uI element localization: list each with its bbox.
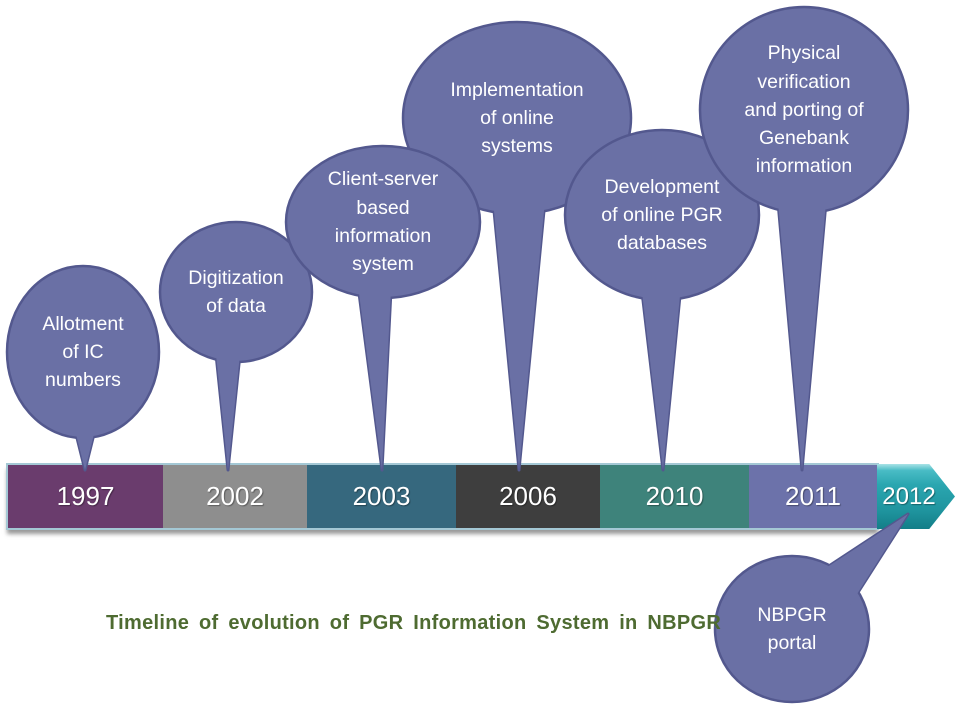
year-label-2010: 2010 xyxy=(645,481,704,511)
timeline-segment-1997: 1997 xyxy=(8,465,163,528)
callout-text-2003: Client-server based information system xyxy=(327,168,439,276)
callout-text-1997: Allotment of IC numbers xyxy=(42,312,124,392)
callout-text-2006: Implementation of online systems xyxy=(450,78,584,158)
callout-tail-2010 xyxy=(638,273,684,472)
year-label-2012: 2012 xyxy=(882,482,936,510)
callout-text-2010: Development of online PGR databases xyxy=(601,175,723,255)
year-label-2002: 2002 xyxy=(206,481,264,511)
timeline-segment-2010: 2010 xyxy=(600,465,749,528)
timeline-segment-2002: 2002 xyxy=(163,465,307,528)
year-label-1997: 1997 xyxy=(56,481,115,511)
year-label-2006: 2006 xyxy=(499,481,557,511)
timeline-segment-2011: 2011 xyxy=(749,465,877,528)
timeline-segment-2003: 2003 xyxy=(307,465,456,528)
callout-text-2012: NBPGR portal xyxy=(757,603,827,654)
callout-tail-2006 xyxy=(490,188,548,472)
year-label-2011: 2011 xyxy=(785,481,841,511)
callout-tail-2003 xyxy=(354,268,394,472)
year-label-2003: 2003 xyxy=(352,481,411,511)
callout-tail-2011 xyxy=(774,178,830,472)
timeline-arrow-2012: 2012 xyxy=(877,464,955,529)
timeline-segment-2006: 2006 xyxy=(456,465,600,528)
slide-caption: Timeline of evolution of PGR Information… xyxy=(106,612,722,634)
callout-text-2011: Physical verification and porting of Gen… xyxy=(744,42,864,178)
timeline-bar: 1997 2002 2003 2006 2010 2011 xyxy=(6,463,879,530)
callout-text-2002: Digitization of data xyxy=(188,266,284,317)
